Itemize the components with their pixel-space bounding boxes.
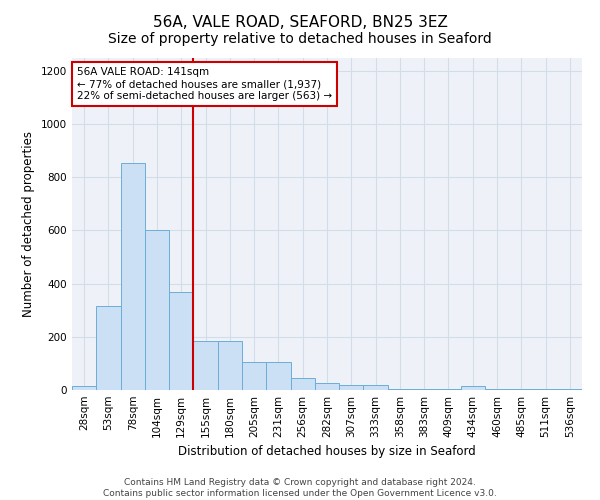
Bar — [266, 362, 290, 390]
Text: 56A VALE ROAD: 141sqm
← 77% of detached houses are smaller (1,937)
22% of semi-d: 56A VALE ROAD: 141sqm ← 77% of detached … — [77, 68, 332, 100]
Bar — [485, 388, 509, 390]
Bar — [218, 341, 242, 390]
Bar — [412, 388, 436, 390]
Bar — [242, 362, 266, 390]
Bar — [436, 388, 461, 390]
Bar — [72, 386, 96, 390]
Bar — [145, 230, 169, 390]
X-axis label: Distribution of detached houses by size in Seaford: Distribution of detached houses by size … — [178, 446, 476, 458]
Text: 56A, VALE ROAD, SEAFORD, BN25 3EZ: 56A, VALE ROAD, SEAFORD, BN25 3EZ — [152, 15, 448, 30]
Text: Size of property relative to detached houses in Seaford: Size of property relative to detached ho… — [108, 32, 492, 46]
Bar — [558, 388, 582, 390]
Bar — [461, 386, 485, 390]
Bar — [315, 384, 339, 390]
Bar — [193, 341, 218, 390]
Bar — [388, 388, 412, 390]
Y-axis label: Number of detached properties: Number of detached properties — [22, 130, 35, 317]
Bar — [339, 384, 364, 390]
Text: Contains HM Land Registry data © Crown copyright and database right 2024.
Contai: Contains HM Land Registry data © Crown c… — [103, 478, 497, 498]
Bar — [121, 162, 145, 390]
Bar — [533, 388, 558, 390]
Bar — [290, 378, 315, 390]
Bar — [364, 384, 388, 390]
Bar — [96, 306, 121, 390]
Bar — [509, 388, 533, 390]
Bar — [169, 292, 193, 390]
